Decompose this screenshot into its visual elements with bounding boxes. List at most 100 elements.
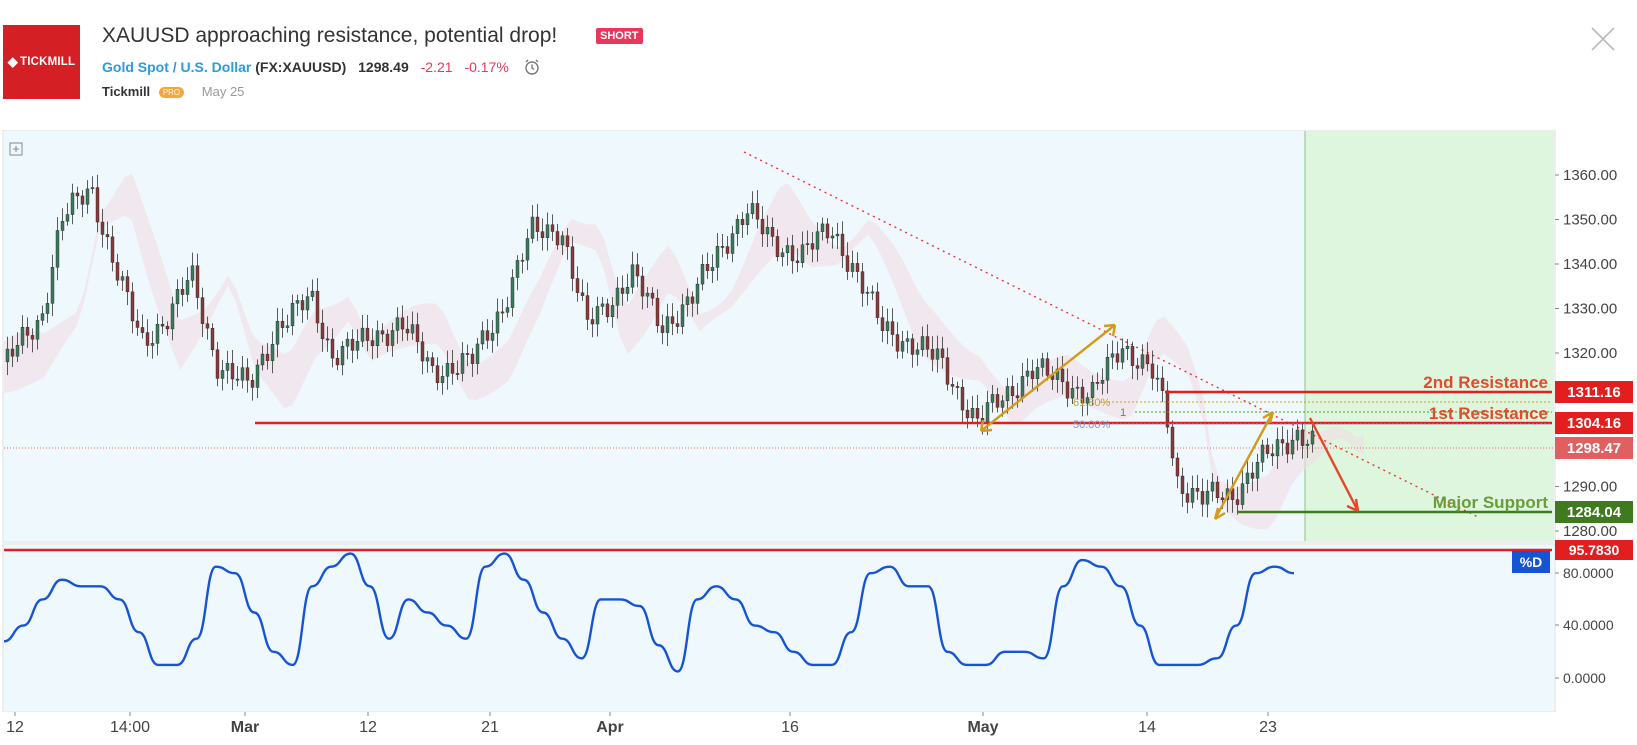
candle-body xyxy=(755,203,760,220)
price-tick-label: 1320.00 xyxy=(1563,345,1617,362)
candle-body xyxy=(805,243,810,245)
candle-body xyxy=(275,320,280,345)
candle-body xyxy=(345,338,350,347)
author-name-link[interactable]: Tickmill xyxy=(102,84,151,99)
candle-body xyxy=(750,203,755,214)
ticker-link[interactable]: (FX:XAUUSD) xyxy=(255,59,347,76)
price-axis[interactable]: 1360.00 1350.00 1340.00 1330.00 1320.00 1290.… xyxy=(1555,167,1617,540)
candle-body xyxy=(365,327,370,341)
candle-body xyxy=(160,323,165,327)
candle-body xyxy=(575,278,580,293)
candle-body xyxy=(20,326,25,346)
candle-body xyxy=(230,363,235,380)
candle-body xyxy=(285,325,290,328)
candle-body xyxy=(520,259,525,262)
candle-body xyxy=(860,271,865,294)
candle-body xyxy=(130,291,135,322)
candle-body xyxy=(5,348,10,363)
price-tick-label: 1330.00 xyxy=(1563,301,1617,318)
candle-body xyxy=(30,335,35,340)
candle-body xyxy=(950,384,955,387)
candle-body xyxy=(360,327,365,342)
candle-body xyxy=(1255,461,1260,479)
candle-body xyxy=(390,330,395,346)
candle-body xyxy=(395,317,400,331)
candle-body xyxy=(25,326,30,336)
candle-body xyxy=(525,238,530,261)
candle-body xyxy=(1130,346,1135,366)
candle-body xyxy=(1115,353,1120,363)
candle-body xyxy=(510,277,515,308)
major-support-value: 1284.04 xyxy=(1567,504,1622,521)
candle-body xyxy=(320,322,325,340)
candle-body xyxy=(875,291,880,318)
candle-body xyxy=(1005,386,1010,402)
candle-body xyxy=(550,224,555,232)
candle-body xyxy=(535,216,540,232)
candle-body xyxy=(1070,388,1075,399)
time-axis[interactable] xyxy=(3,712,1555,737)
candle-body xyxy=(1060,368,1065,383)
candle-body xyxy=(340,345,345,366)
candle-body xyxy=(1215,481,1220,499)
candle-body xyxy=(430,357,435,366)
candle-body xyxy=(740,219,745,225)
candle-body xyxy=(485,330,490,341)
candle-body xyxy=(770,227,775,237)
candle-body xyxy=(995,394,1000,408)
candle-body xyxy=(905,338,910,342)
candle-body xyxy=(720,246,725,248)
candle-body xyxy=(930,349,935,360)
author-logo[interactable]: ◆ TICKMILL xyxy=(3,25,80,99)
candle-body xyxy=(1010,386,1015,396)
idea-header: ◆ TICKMILL XAUUSD approaching resistance… xyxy=(0,0,1637,130)
candle-body xyxy=(560,235,565,246)
candle-body xyxy=(460,353,465,374)
candle-body xyxy=(825,223,830,239)
oscillator-pane[interactable] xyxy=(4,545,1554,711)
candle-body xyxy=(610,305,615,318)
fib-1-label: 1 xyxy=(1120,407,1126,419)
first-resistance-label: 1st Resistance xyxy=(1429,404,1548,423)
candle-body xyxy=(785,245,790,253)
candle-body xyxy=(800,244,805,263)
candle-body xyxy=(745,213,750,225)
candle-body xyxy=(810,243,815,250)
candle-body xyxy=(730,233,735,254)
candle-body xyxy=(380,330,385,335)
plus-square-icon[interactable] xyxy=(9,142,23,156)
candle-body xyxy=(895,334,900,352)
candle-body xyxy=(490,332,495,341)
candle-body xyxy=(1135,365,1140,369)
second-resistance-label: 2nd Resistance xyxy=(1423,373,1548,392)
candle-body xyxy=(655,297,660,326)
candle-body xyxy=(815,231,820,250)
time-tick-label: 14 xyxy=(1138,719,1156,736)
candle-body xyxy=(900,341,905,352)
candle-body xyxy=(500,311,505,314)
candle-body xyxy=(845,255,850,272)
candle-body xyxy=(850,263,855,272)
candle-body xyxy=(1220,497,1225,501)
close-icon[interactable] xyxy=(1590,26,1616,52)
candle-body xyxy=(265,353,270,361)
candle-body xyxy=(1235,499,1240,505)
oscillator-axis[interactable]: 80.0000 40.0000 0.0000 xyxy=(1555,565,1614,686)
candle-body xyxy=(940,348,945,358)
alarm-clock-icon[interactable] xyxy=(523,58,541,79)
major-support-label: Major Support xyxy=(1433,493,1549,512)
candle-body xyxy=(50,267,55,304)
oscillator-level-value: 95.7830 xyxy=(1569,542,1620,558)
candle-body xyxy=(645,292,650,297)
candle-body xyxy=(170,303,175,330)
price-chart[interactable]: 61.80% 1 50.00% 2nd Resistance 1st Resis… xyxy=(0,130,1637,745)
candle-body xyxy=(620,287,625,294)
candle-body xyxy=(480,330,485,345)
candle-body xyxy=(885,321,890,331)
candle-body xyxy=(135,320,140,328)
oscillator-name-badge[interactable] xyxy=(1512,551,1550,573)
symbol-name-link[interactable]: Gold Spot / U.S. Dollar xyxy=(102,59,252,76)
candle-body xyxy=(45,303,50,314)
candle-body xyxy=(795,260,800,263)
candle-body xyxy=(195,265,200,298)
